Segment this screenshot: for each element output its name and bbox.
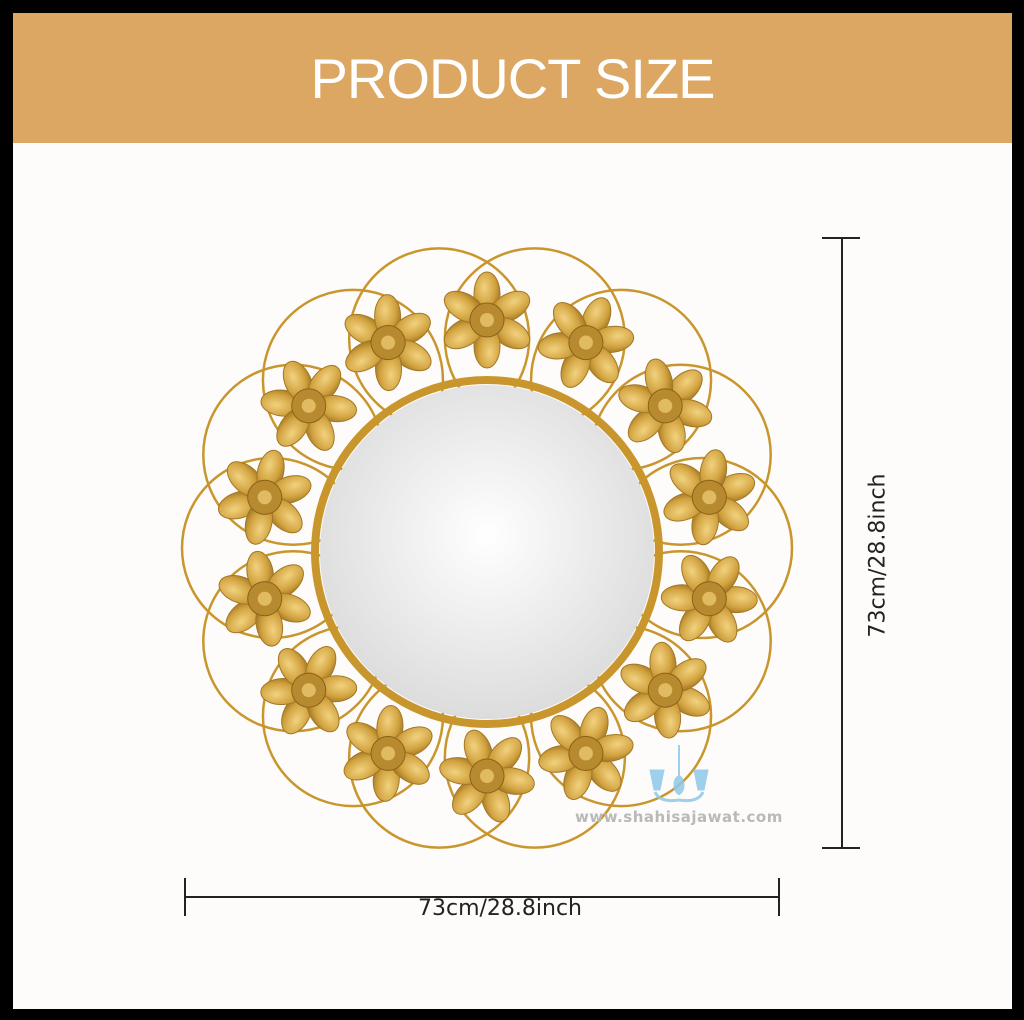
flower-stamen	[658, 398, 673, 413]
flower	[443, 271, 531, 369]
flower	[537, 297, 635, 388]
product-image-canvas: PRODUCT SIZE	[13, 13, 1012, 1009]
flower-stamen	[578, 746, 593, 761]
watermark-text: www.shahisajawat.com	[575, 808, 783, 826]
flower-stamen	[301, 398, 316, 413]
flower-stamen	[702, 490, 717, 505]
width-dimension-line	[184, 878, 780, 916]
flower-stamen	[301, 683, 316, 698]
flower	[618, 358, 713, 454]
page-title: PRODUCT SIZE	[310, 46, 716, 110]
flower	[620, 641, 711, 739]
flower-stamen	[257, 490, 272, 505]
flower	[260, 646, 358, 735]
mirror-glass	[320, 385, 654, 719]
flower	[260, 360, 358, 451]
mirror-frame	[311, 376, 663, 728]
flower	[217, 449, 312, 545]
flower-stamen	[578, 335, 593, 350]
flower-stamen	[381, 335, 396, 350]
flower-stamen	[480, 769, 494, 783]
flower	[663, 449, 756, 546]
flower-stamen	[257, 591, 272, 606]
header-banner: PRODUCT SIZE	[13, 13, 1012, 143]
flower	[218, 550, 311, 647]
height-dimension-line	[822, 237, 860, 849]
flowers	[217, 271, 758, 823]
flower	[660, 554, 758, 643]
height-label: 73cm/28.8inch	[865, 473, 891, 638]
flower-stamen	[702, 591, 717, 606]
width-label: 73cm/28.8inch	[417, 896, 582, 921]
chandelier-icon	[649, 745, 709, 803]
flower-stamen	[658, 683, 673, 698]
flower	[439, 729, 535, 823]
flower	[343, 705, 433, 802]
flower	[538, 706, 634, 800]
flower	[344, 294, 432, 392]
flower-stamen	[381, 746, 396, 761]
flower-stamen	[480, 313, 494, 327]
